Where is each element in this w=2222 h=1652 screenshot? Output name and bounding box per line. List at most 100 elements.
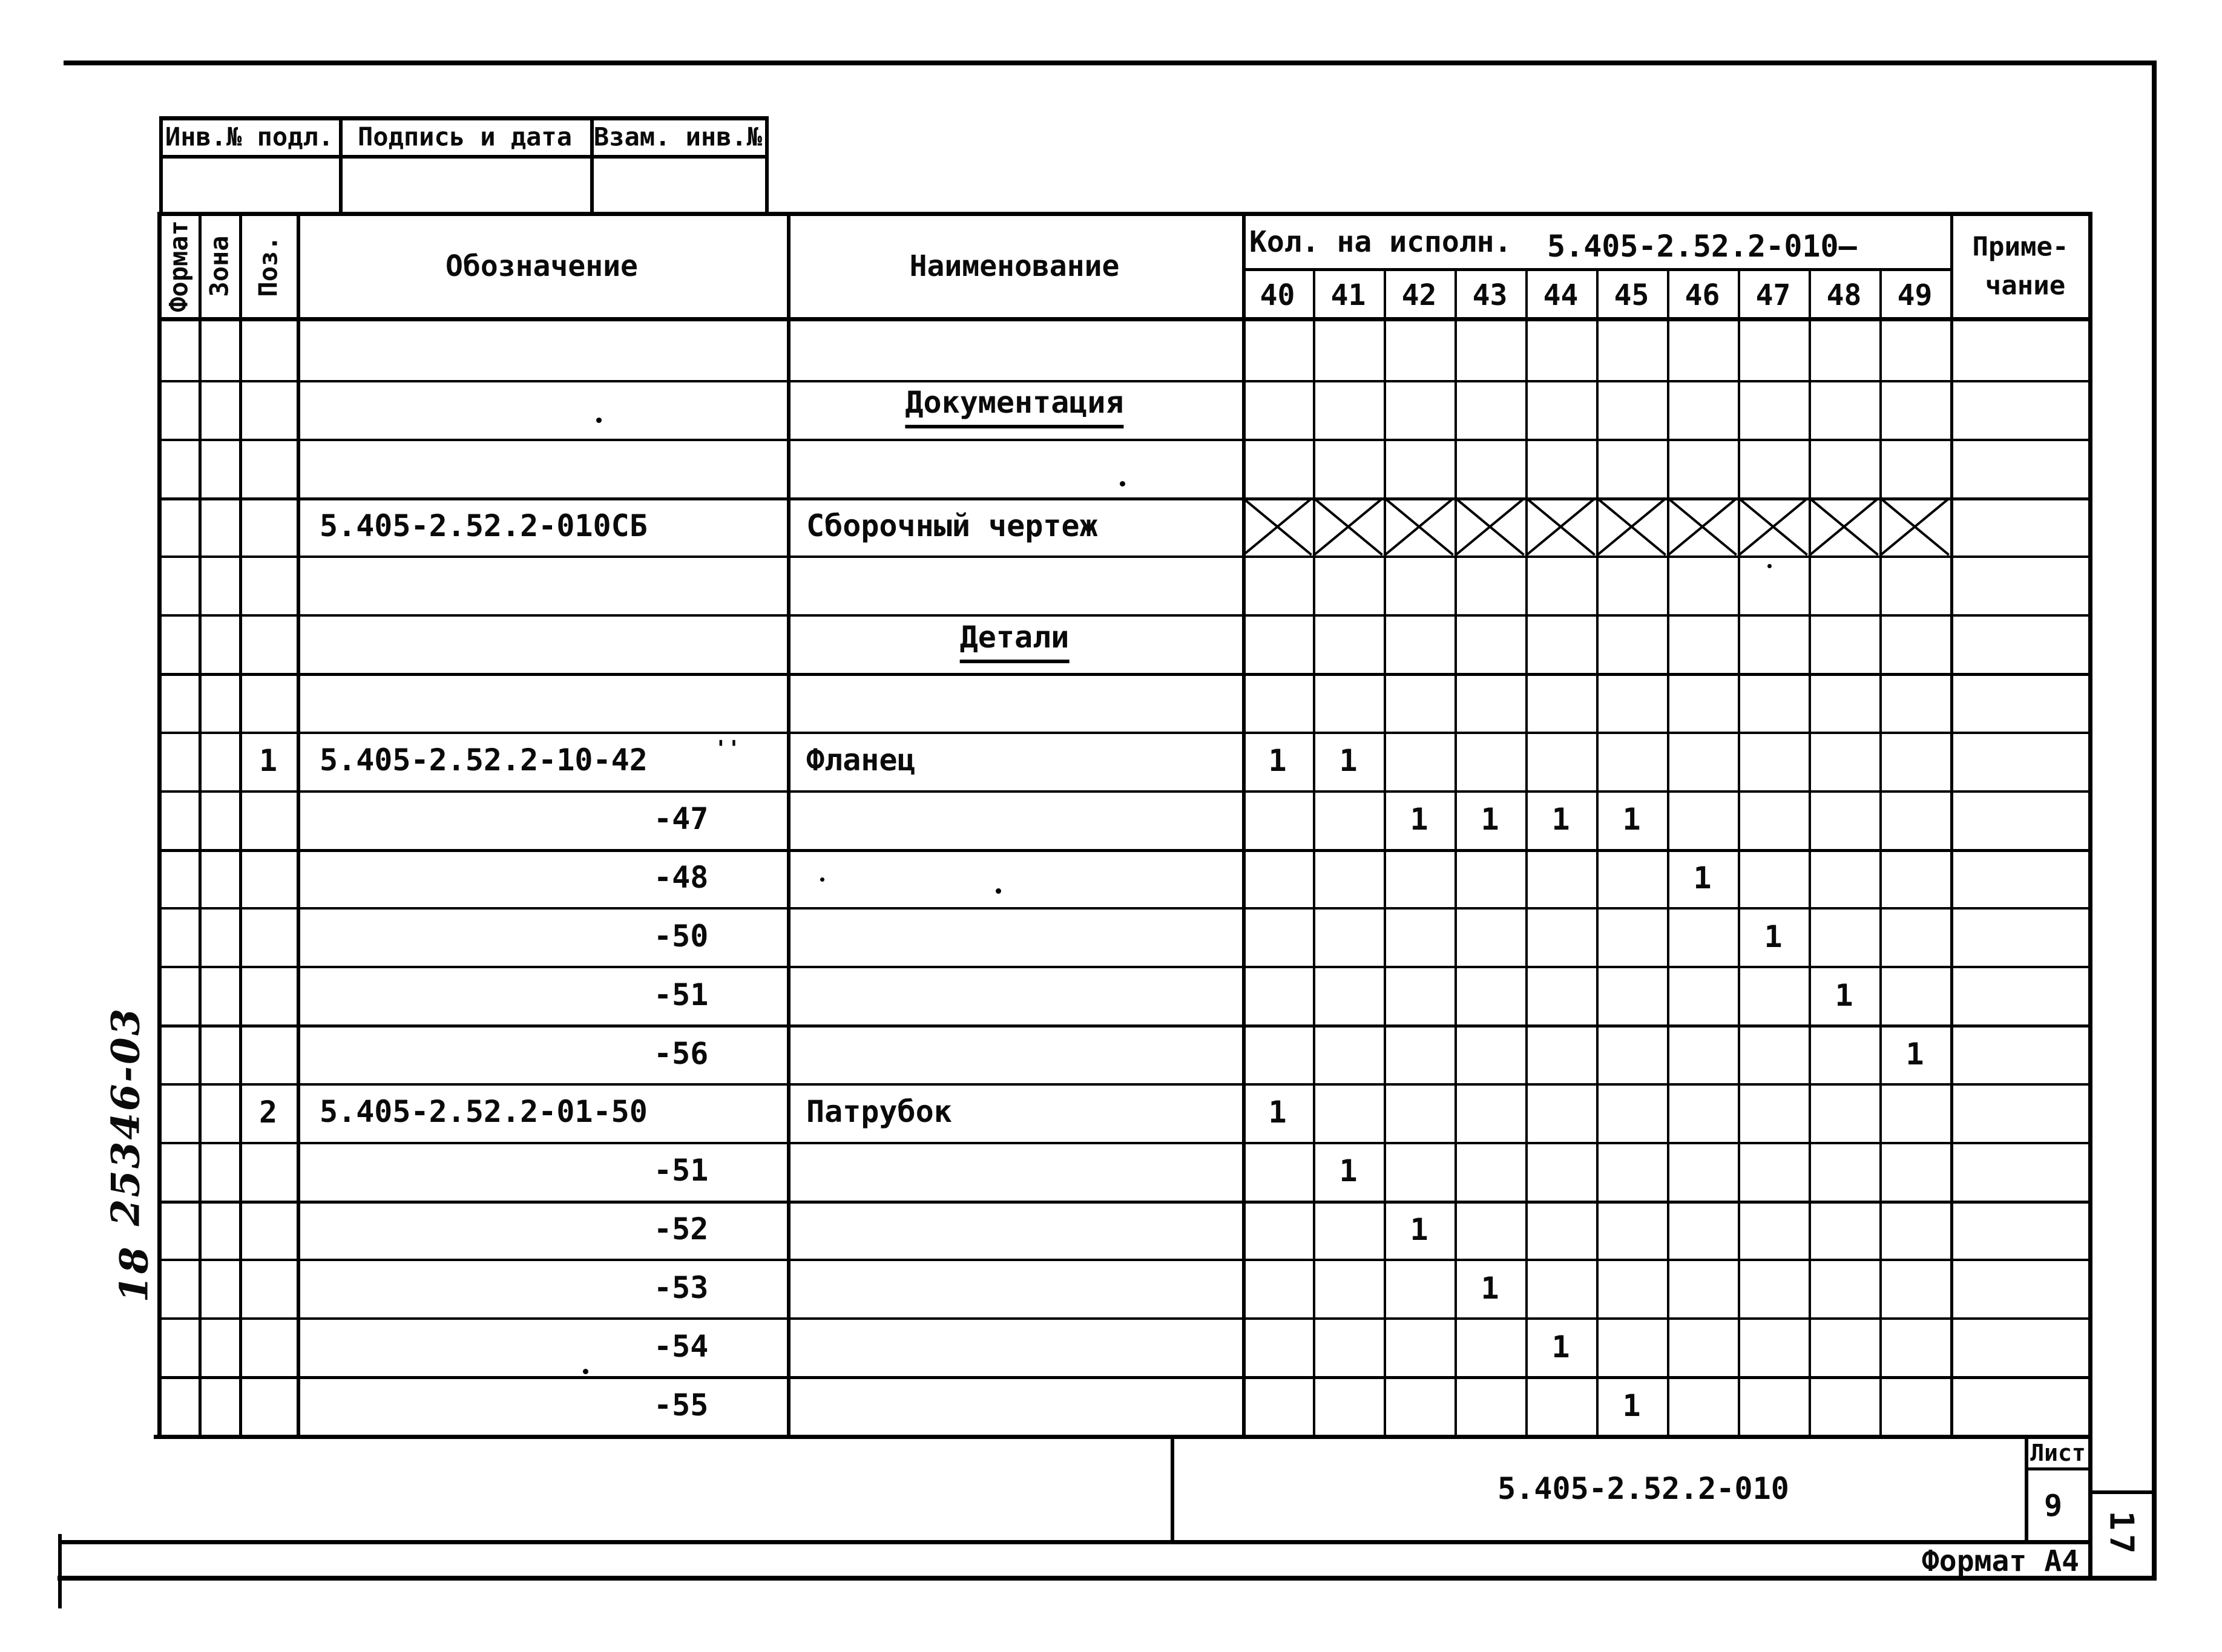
qty-column-header-49: 49: [1897, 278, 1933, 312]
table-grid-line: [157, 1376, 2088, 1379]
section-heading: Детали: [959, 620, 1070, 663]
table-grid-line: [157, 212, 162, 1439]
row-designation: 5.405-2.52.2-01-50: [320, 1094, 648, 1130]
table-grid-line: [157, 1201, 2088, 1204]
name-column-header: Наименование: [909, 249, 1120, 283]
table-grid-line: [157, 1259, 2088, 1261]
table-grid-line: [2088, 212, 2092, 1581]
table-grid-line: [157, 212, 2092, 216]
table-grid-line: [157, 732, 2088, 734]
qty-column-header-46: 46: [1685, 278, 1720, 312]
sheet-number: 9: [2043, 1488, 2063, 1523]
handwritten-sheet-mark: 18: [111, 1245, 157, 1303]
table-grid-line: [157, 1024, 2088, 1028]
bottom-frame-line: [58, 1576, 2157, 1581]
table-grid-line: [157, 317, 2092, 321]
scan-speck: [1120, 481, 1125, 487]
scan-speck: [1767, 564, 1772, 568]
table-grid-line: [157, 790, 2088, 793]
table-grid-line: [297, 212, 300, 1439]
row-designation: 5.405-2.52.2-10-42: [320, 742, 648, 778]
table-grid-line: [239, 212, 242, 1439]
qty-value-col-43: 1: [1481, 802, 1499, 837]
top-frame-line: [64, 61, 2157, 65]
sheet-label: Лист: [2030, 1440, 2086, 1466]
qty-value-col-42: 1: [1410, 1212, 1428, 1248]
crossed-out-qty-cell: [1879, 497, 1950, 556]
left-frame-segment: [58, 1534, 62, 1608]
crossed-out-qty-cell: [1454, 497, 1525, 556]
crossed-out-qty-cell: [1738, 497, 1809, 556]
table-grid-line: [157, 849, 2088, 852]
qty-column-header-41: 41: [1330, 278, 1366, 312]
qty-band-doc-number: 5.405-2.52.2-010—: [1547, 229, 1857, 264]
table-grid-line: [157, 439, 2088, 441]
qty-value-col-42: 1: [1410, 802, 1428, 837]
qty-value-col-49: 1: [1905, 1036, 1924, 1072]
table-grid-line: [199, 212, 202, 1439]
inv-podl-label: Инв.№ подл.: [165, 122, 334, 152]
table-grid-line: [157, 497, 2088, 500]
qty-column-header-44: 44: [1543, 278, 1579, 312]
designation-column-header: Обозначение: [445, 249, 638, 283]
right-frame-line: [2152, 61, 2157, 1581]
qty-column-header-47: 47: [1755, 278, 1791, 312]
table-grid-line: [157, 1083, 2088, 1086]
table-grid-line: [154, 1435, 2092, 1439]
row-designation: 5.405-2.52.2-010СБ: [320, 508, 648, 543]
crossed-out-qty-cell: [1809, 497, 1879, 556]
note-column-header-line1: Приме-: [1972, 231, 2069, 263]
side-sheet-number: 17: [2102, 1510, 2141, 1558]
row-designation-suffix: -51: [654, 977, 709, 1012]
podpis-data-label: Подпись и дата: [357, 122, 573, 152]
table-grid-line: [157, 380, 2088, 382]
format-column-header: Формат: [163, 220, 194, 312]
pos-column-header: Поз.: [253, 235, 283, 297]
qty-column-header-42: 42: [1401, 278, 1437, 312]
qty-value-col-45: 1: [1622, 1388, 1641, 1423]
table-grid-line: [157, 556, 2088, 558]
row-designation-suffix: -55: [654, 1387, 709, 1423]
scan-speck: [820, 877, 824, 882]
qty-column-header-45: 45: [1614, 278, 1649, 312]
row-part-name: Патрубок: [806, 1094, 952, 1130]
qty-value-col-41: 1: [1339, 1153, 1358, 1189]
qty-column-header-43: 43: [1472, 278, 1508, 312]
table-grid-line: [787, 212, 791, 1439]
format-label: Формат А4: [1921, 1544, 2079, 1578]
row-designation-suffix: -56: [654, 1035, 709, 1071]
note-column-header-line2: чание: [1985, 270, 2066, 301]
handwritten-stamp-number: 25346-03: [103, 1006, 149, 1227]
row-designation-suffix: -51: [654, 1153, 709, 1188]
scan-ditto-mark: '': [714, 736, 741, 761]
table-grid-line: [157, 1142, 2088, 1144]
table-grid-line: [157, 1317, 2088, 1320]
table-grid-line: [157, 966, 2088, 968]
table-grid-line: [157, 673, 2088, 676]
qty-column-header-40: 40: [1260, 278, 1295, 312]
qty-value-col-46: 1: [1693, 860, 1712, 896]
qty-value-col-45: 1: [1622, 802, 1641, 837]
row-designation-suffix: -54: [654, 1328, 709, 1364]
crossed-out-qty-cell: [1596, 497, 1667, 556]
crossed-out-qty-cell: [1384, 497, 1454, 556]
qty-value-col-44: 1: [1551, 802, 1570, 837]
qty-value-col-40: 1: [1268, 1095, 1287, 1130]
qty-value-col-48: 1: [1835, 977, 1853, 1013]
row-designation-suffix: -53: [654, 1270, 709, 1305]
zone-column-header: Зона: [204, 235, 234, 297]
row-designation-suffix: -50: [654, 918, 709, 954]
scan-speck: [583, 1369, 588, 1374]
table-grid-line: [157, 614, 2088, 617]
row-part-name: Фланец: [806, 742, 916, 778]
qty-band-label: Кол. на исполн.: [1249, 225, 1512, 259]
table-grid-line: [1950, 212, 1953, 1439]
section-heading: Документация: [905, 385, 1124, 429]
qty-value-col-43: 1: [1481, 1270, 1499, 1306]
table-grid-line: [157, 907, 2088, 910]
row-position-number: 1: [258, 743, 278, 779]
qty-column-header-48: 48: [1826, 278, 1862, 312]
title-doc-number: 5.405-2.52.2-010: [1497, 1471, 1789, 1506]
crossed-out-qty-cell: [1313, 497, 1384, 556]
